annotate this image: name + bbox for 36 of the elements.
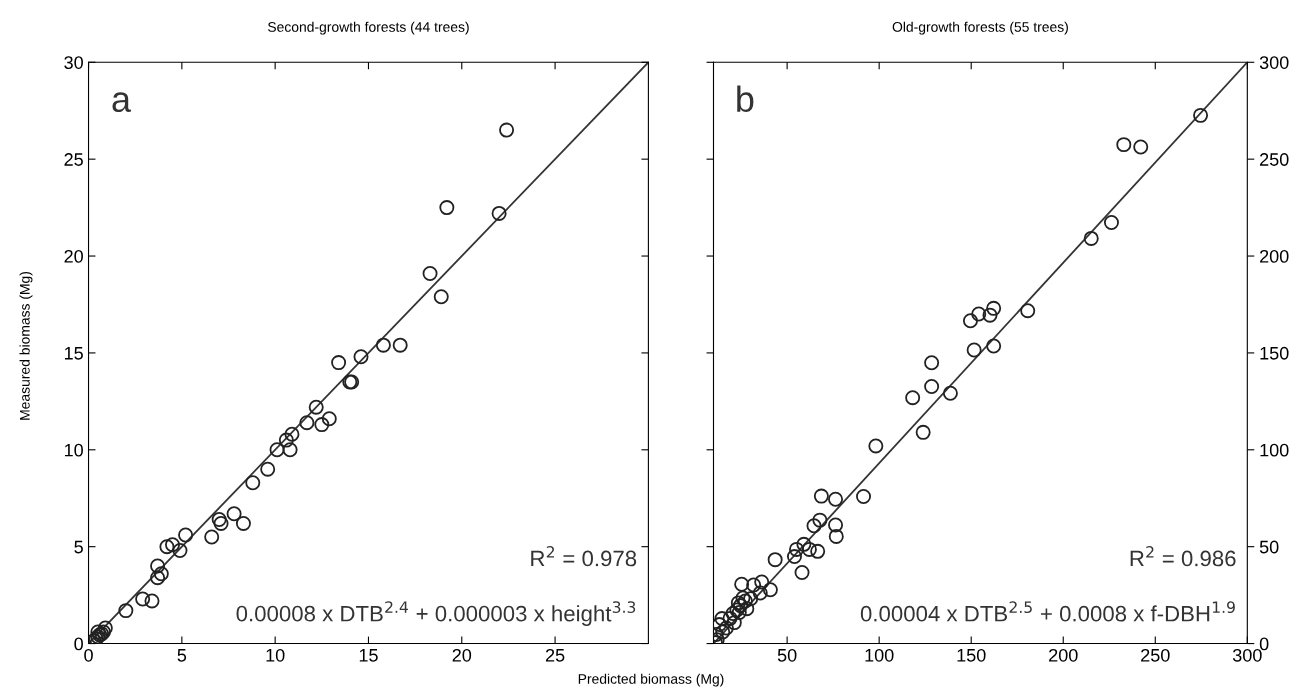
y-tick-label: 150: [1260, 346, 1289, 360]
y-tick-label: 0: [74, 637, 83, 651]
x-tick-label: 250: [1141, 648, 1170, 662]
y-tick-label: 5: [74, 540, 83, 554]
y-tick-label: 10: [64, 443, 83, 457]
y-tick-label: 250: [1260, 153, 1289, 166]
x-axis-title: Predicted biomass (Mg): [578, 673, 724, 687]
x-tick-label: 25: [545, 648, 565, 662]
chart-title: Old-growth forests (55 trees): [892, 21, 1068, 35]
x-tick-label: 150: [957, 648, 986, 662]
annotation: b: [737, 85, 754, 113]
x-tick-label: 20: [452, 648, 472, 662]
x-tick-label: 15: [359, 649, 378, 662]
annotation: R$^{2}$ = 0.978: [531, 546, 637, 567]
x-tick-label: 50: [777, 648, 797, 662]
annotation: 0.00004 x DTB$^{2.5}$ + 0.0008 x f-DBH$^{1.9}$: [860, 601, 1235, 622]
annotation: 0.00008 x DTB$^{2.4}$ + 0.000003 x height$^{3.3}$: [236, 601, 636, 626]
y-tick-label: 15: [64, 347, 83, 360]
y-tick-label: 100: [1260, 443, 1289, 457]
x-tick-label: 10: [266, 648, 285, 662]
y-tick-label: 20: [64, 249, 83, 263]
annotation: a: [112, 92, 132, 113]
y-tick-label: 200: [1260, 249, 1289, 263]
x-tick-label: 0: [84, 648, 93, 662]
y-tick-label: 25: [64, 153, 83, 166]
y-axis-title: Measured biomass (Mg): [19, 271, 33, 420]
y-tick-label: 30: [64, 56, 83, 69]
annotation: R$^{2}$ = 0.986: [1130, 546, 1236, 567]
x-tick-label: 5: [177, 649, 187, 662]
chart-title: Second-growth forests (44 trees): [267, 21, 469, 35]
x-tick-label: 300: [1232, 648, 1262, 662]
y-tick-label: 50: [1259, 540, 1279, 554]
y-tick-label: 300: [1259, 56, 1289, 69]
x-tick-label: 200: [1049, 648, 1078, 662]
x-tick-label: 100: [865, 648, 894, 662]
y-tick-label: 0: [1259, 637, 1269, 651]
